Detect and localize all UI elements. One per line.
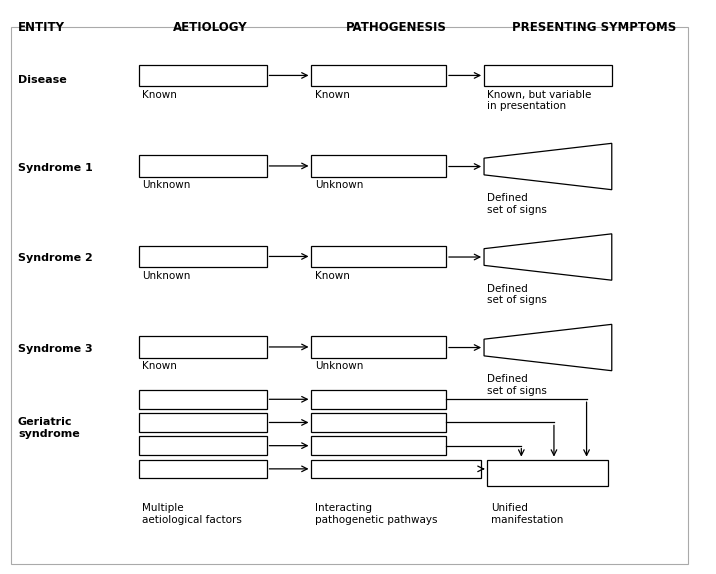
Text: ENTITY: ENTITY bbox=[18, 21, 65, 34]
Bar bbox=[139, 246, 266, 267]
Bar bbox=[139, 413, 266, 432]
Text: Disease: Disease bbox=[18, 75, 67, 85]
Text: Known, but variable
in presentation: Known, but variable in presentation bbox=[488, 90, 592, 111]
Text: Unified
manifestation: Unified manifestation bbox=[491, 503, 563, 525]
Text: Geriatric
syndrome: Geriatric syndrome bbox=[18, 417, 79, 439]
Bar bbox=[311, 390, 446, 409]
Text: Unknown: Unknown bbox=[142, 270, 190, 281]
Bar bbox=[311, 336, 446, 358]
Bar bbox=[488, 460, 609, 486]
Bar bbox=[139, 65, 266, 86]
Text: Known: Known bbox=[315, 90, 349, 99]
Text: Syndrome 2: Syndrome 2 bbox=[18, 253, 93, 263]
Text: AETIOLOGY: AETIOLOGY bbox=[173, 21, 248, 34]
Bar bbox=[311, 436, 446, 455]
Text: Defined
set of signs: Defined set of signs bbox=[488, 374, 547, 395]
Bar bbox=[139, 390, 266, 409]
Bar bbox=[311, 155, 446, 177]
Bar bbox=[311, 413, 446, 432]
Polygon shape bbox=[484, 324, 611, 371]
Text: Known: Known bbox=[142, 361, 177, 371]
Text: Known: Known bbox=[142, 90, 177, 99]
Text: Multiple
aetiological factors: Multiple aetiological factors bbox=[142, 503, 242, 525]
Text: Known: Known bbox=[315, 270, 349, 281]
Bar bbox=[311, 460, 480, 478]
Bar bbox=[311, 65, 446, 86]
Text: Unknown: Unknown bbox=[142, 180, 190, 190]
Bar bbox=[139, 460, 266, 478]
Text: PATHOGENESIS: PATHOGENESIS bbox=[346, 21, 447, 34]
Bar bbox=[139, 155, 266, 177]
Text: Defined
set of signs: Defined set of signs bbox=[488, 284, 547, 305]
Bar bbox=[139, 336, 266, 358]
Text: Unknown: Unknown bbox=[315, 361, 363, 371]
Polygon shape bbox=[484, 144, 611, 189]
Text: Syndrome 3: Syndrome 3 bbox=[18, 344, 92, 354]
Text: PRESENTING SYMPTOMS: PRESENTING SYMPTOMS bbox=[512, 21, 676, 34]
Text: Defined
set of signs: Defined set of signs bbox=[488, 193, 547, 215]
Text: Unknown: Unknown bbox=[315, 180, 363, 190]
Text: Interacting
pathogenetic pathways: Interacting pathogenetic pathways bbox=[315, 503, 437, 525]
Polygon shape bbox=[484, 234, 611, 280]
Bar bbox=[311, 246, 446, 267]
Bar bbox=[484, 65, 611, 86]
Bar bbox=[139, 436, 266, 455]
Text: Syndrome 1: Syndrome 1 bbox=[18, 162, 93, 173]
